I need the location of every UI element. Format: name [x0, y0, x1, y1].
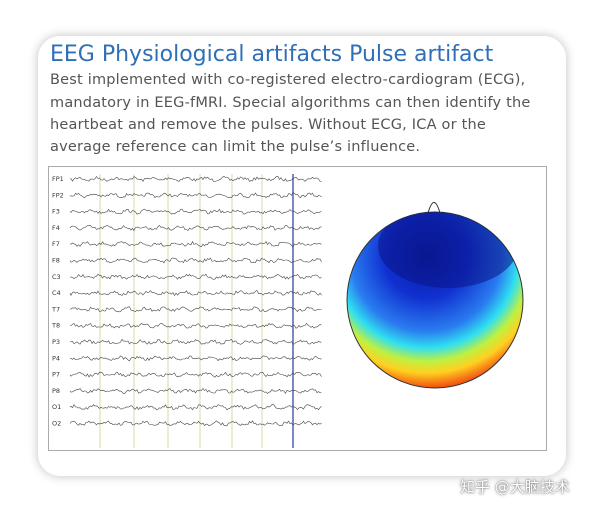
channel-label: F3 [52, 208, 60, 216]
channel-label: F7 [52, 240, 60, 248]
eeg-trace [69, 420, 322, 427]
channel-label: P7 [52, 371, 60, 379]
channel-label: O1 [52, 403, 61, 411]
channel-label: C4 [52, 289, 61, 297]
eeg-trace [69, 338, 322, 345]
eeg-figure: FP1 FP2 F3 F4 F7 F8 C3 C4 T7 T8 P3 P4 P7 P8 O1 O2 [48, 166, 547, 451]
nose [427, 202, 441, 214]
eeg-trace [69, 306, 322, 313]
channel-label: C3 [52, 273, 61, 281]
eeg-trace [69, 224, 322, 232]
channel-label: F8 [52, 257, 60, 265]
eeg-trace [69, 273, 322, 280]
watermark: 知乎 @大脑技术 [460, 478, 570, 496]
eeg-trace [70, 355, 322, 362]
eeg-trace [69, 257, 322, 264]
eeg-trace [69, 371, 322, 378]
eeg-trace [69, 388, 322, 395]
body-line: mandatory in EEG-fMRI. Special algorithm… [50, 95, 531, 111]
eeg-trace [69, 208, 322, 215]
body-line: Best implemented with co-registered elec… [50, 72, 526, 88]
channel-label: P3 [52, 338, 60, 346]
eeg-trace [69, 175, 322, 182]
channel-label: O2 [52, 420, 61, 428]
channel-label: T8 [51, 322, 60, 330]
eeg-trace [69, 289, 322, 297]
channel-label: T7 [51, 305, 60, 313]
eeg-trace [69, 192, 322, 199]
body-line: heartbeat and remove the pulses. Without… [50, 117, 486, 133]
eeg-trace [69, 322, 322, 329]
channel-label: P4 [52, 354, 60, 362]
eeg-trace [69, 404, 322, 411]
slide-title: EEG Physiological artifacts Pulse artifa… [50, 42, 494, 67]
body-line: average reference can limit the pulse’s … [50, 139, 421, 155]
channel-label: FP2 [52, 191, 64, 199]
eeg-trace [69, 240, 322, 248]
eeg-traces: FP1 FP2 F3 F4 F7 F8 C3 C4 T7 T8 P3 P4 P7 P8 O1 O2 [51, 174, 322, 448]
channel-label: F4 [52, 224, 60, 232]
channel-label: P8 [52, 387, 60, 395]
channel-label: FP1 [52, 175, 64, 183]
